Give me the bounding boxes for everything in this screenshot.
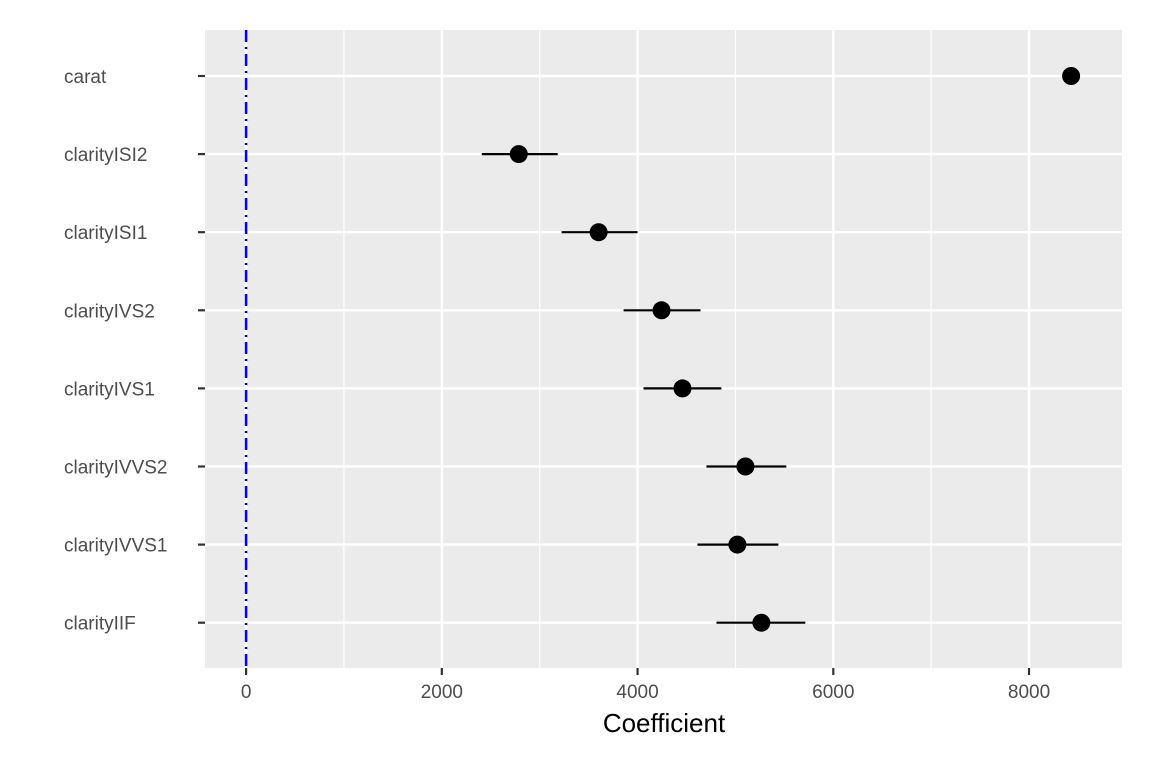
x-tick-label: 2000 <box>421 682 463 703</box>
data-point <box>736 457 755 476</box>
y-tick-label: clarityIVVS1 <box>64 536 167 557</box>
y-tick-label: clarityIVVS2 <box>64 458 167 479</box>
data-point <box>652 301 671 320</box>
y-tick-label: clarityISI2 <box>64 145 147 166</box>
y-tick-label: clarityIVS2 <box>64 301 155 322</box>
x-tick-label: 8000 <box>1008 682 1050 703</box>
data-point <box>673 379 692 398</box>
y-tick-label: carat <box>64 67 107 88</box>
x-axis-label: Coefficient <box>603 708 726 738</box>
y-tick-label: clarityIVS1 <box>64 379 155 400</box>
data-point <box>509 145 528 164</box>
data-point <box>728 535 747 554</box>
x-tick-label: 0 <box>241 682 252 703</box>
x-tick-label: 6000 <box>812 682 854 703</box>
data-point <box>752 613 771 632</box>
data-point <box>589 223 608 242</box>
plot-panel <box>205 30 1122 668</box>
x-tick-label: 4000 <box>616 682 658 703</box>
y-tick-label: clarityISI1 <box>64 223 147 244</box>
y-tick-label: clarityIIF <box>64 614 136 635</box>
data-point <box>1062 67 1081 85</box>
